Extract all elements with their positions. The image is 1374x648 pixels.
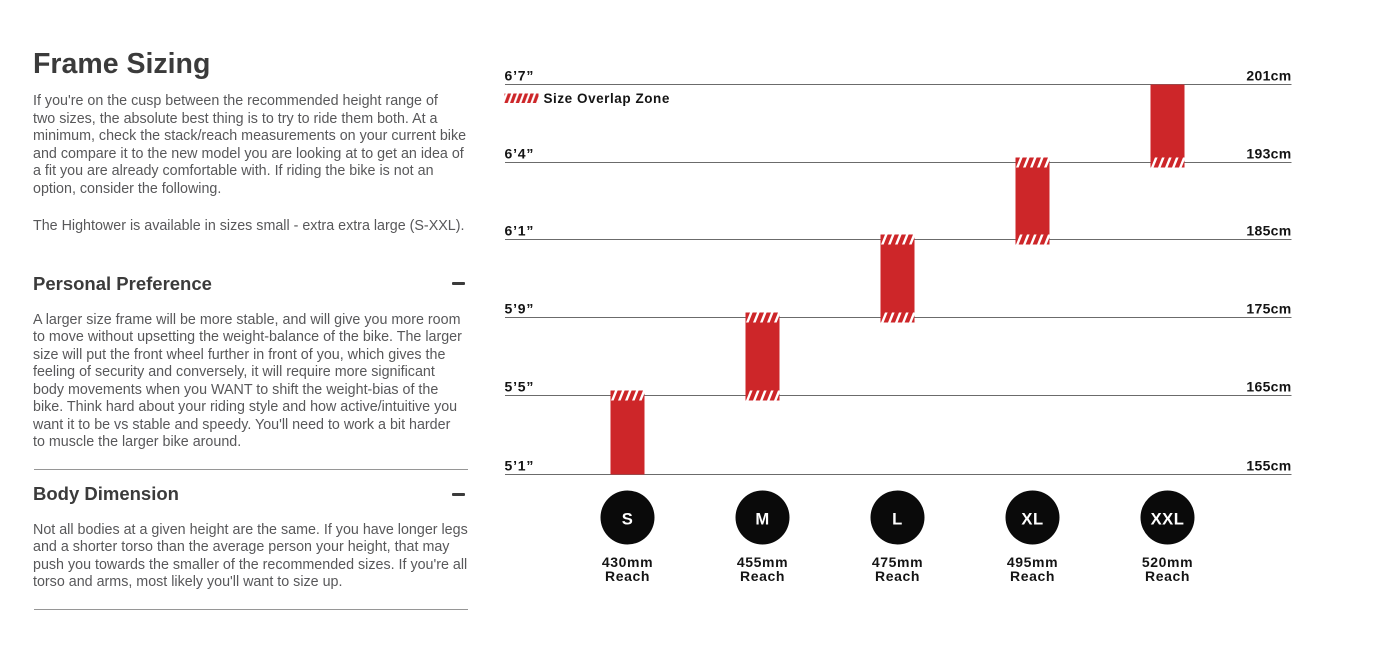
- svg-text:520mm: 520mm: [1142, 554, 1193, 570]
- svg-text:Size Overlap Zone: Size Overlap Zone: [544, 91, 670, 106]
- svg-text:Reach: Reach: [1010, 568, 1055, 584]
- svg-text:430mm: 430mm: [602, 554, 653, 570]
- svg-text:S: S: [622, 510, 634, 529]
- svg-text:6’7”: 6’7”: [505, 68, 535, 84]
- svg-text:5’1”: 5’1”: [505, 458, 535, 474]
- svg-text:495mm: 495mm: [1007, 554, 1058, 570]
- svg-text:XL: XL: [1021, 510, 1043, 529]
- svg-text:475mm: 475mm: [872, 554, 923, 570]
- svg-text:455mm: 455mm: [737, 554, 788, 570]
- svg-text:175cm: 175cm: [1246, 301, 1291, 317]
- svg-text:5’5”: 5’5”: [505, 379, 535, 395]
- svg-text:Reach: Reach: [605, 568, 650, 584]
- svg-text:Reach: Reach: [875, 568, 920, 584]
- svg-text:5’9”: 5’9”: [505, 301, 535, 317]
- svg-text:193cm: 193cm: [1246, 146, 1291, 162]
- svg-text:201cm: 201cm: [1246, 68, 1291, 84]
- svg-text:6’1”: 6’1”: [505, 223, 535, 239]
- svg-text:6’4”: 6’4”: [505, 146, 535, 162]
- svg-text:Reach: Reach: [740, 568, 785, 584]
- svg-text:185cm: 185cm: [1246, 223, 1291, 239]
- svg-text:L: L: [892, 510, 903, 529]
- svg-text:XXL: XXL: [1151, 510, 1185, 529]
- svg-text:M: M: [755, 510, 769, 529]
- svg-text:165cm: 165cm: [1246, 379, 1291, 395]
- svg-text:Reach: Reach: [1145, 568, 1190, 584]
- svg-text:155cm: 155cm: [1246, 458, 1291, 474]
